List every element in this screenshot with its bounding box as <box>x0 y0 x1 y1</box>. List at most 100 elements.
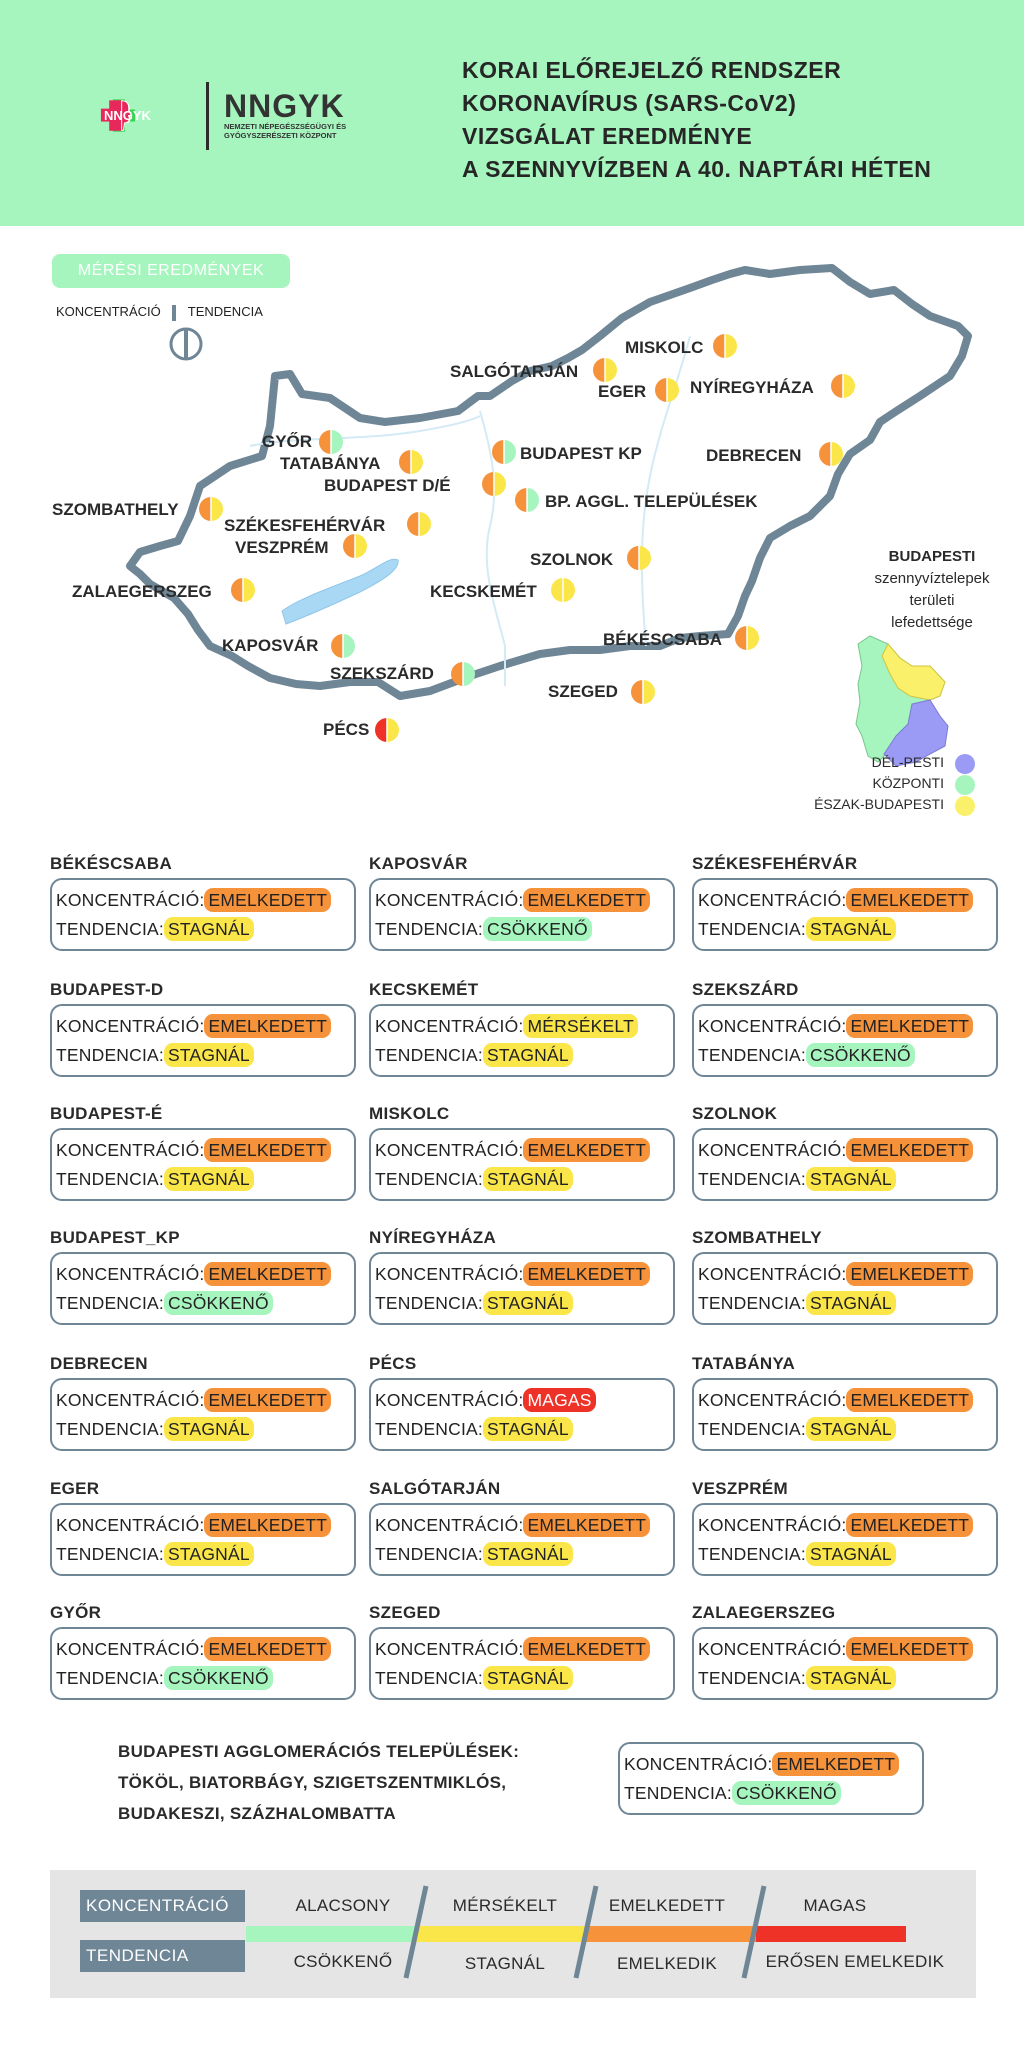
city-result-card: SALGÓTARJÁN KONCENTRÁCIÓ: EMELKEDETT TENDEN… <box>369 1479 675 1576</box>
title-line: KORONAVÍRUS (SARS-CoV2) <box>462 90 797 116</box>
city-marker <box>712 333 738 364</box>
trend-label: TENDENCIA: <box>375 1544 483 1564</box>
trend-label: TENDENCIA: <box>56 1045 164 1065</box>
trend-line: TENDENCIA: STAGNÁL <box>375 1416 669 1445</box>
city-label: TATABÁNYA <box>280 454 381 473</box>
agg-line: BUDAKESZI, SZÁZHALOMBATTA <box>118 1804 396 1823</box>
concentration-pill: EMELKEDETT <box>204 888 332 912</box>
trend-label: TENDENCIA: <box>698 1668 806 1688</box>
card-box: KONCENTRÁCIÓ: EMELKEDETT TENDENCIA: STAGNÁL <box>50 1503 356 1576</box>
color-scale-bar <box>246 1926 906 1942</box>
concentration-pill: EMELKEDETT <box>846 1513 974 1537</box>
concentration-line: KONCENTRÁCIÓ: EMELKEDETT <box>698 1636 992 1665</box>
city-result-card: EGER KONCENTRÁCIÓ: EMELKEDETT TENDENCIA: STA… <box>50 1479 356 1576</box>
concentration-pill: EMELKEDETT <box>204 1138 332 1162</box>
card-title: BUDAPEST-É <box>50 1104 163 1123</box>
budapest-coverage-legend: BUDAPESTI szennyvíztelepek területi lefe… <box>872 546 992 634</box>
card-title: SALGÓTARJÁN <box>369 1479 501 1498</box>
trend-line: TENDENCIA: STAGNÁL <box>375 1042 669 1071</box>
trend-line: TENDENCIA: STAGNÁL <box>56 1042 350 1071</box>
concentration-pill: MAGAS <box>523 1388 596 1412</box>
legend-concentration: KONCENTRÁCIÓ <box>56 304 161 319</box>
city-result-card: BUDAPEST-D KONCENTRÁCIÓ: EMELKEDETT TENDENC… <box>50 980 356 1077</box>
city-label: NYÍREGYHÁZA <box>690 378 814 397</box>
concentration-pill: EMELKEDETT <box>204 1014 332 1038</box>
bp-key-eszak-budapesti: ÉSZAK-BUDAPESTI <box>814 796 944 812</box>
legend-trend-label: TENDENCIA <box>80 1940 245 1972</box>
card-title: SZÉKESFEHÉRVÁR <box>692 854 858 873</box>
trend-pill: STAGNÁL <box>805 1167 896 1191</box>
city-marker <box>318 429 344 460</box>
concentration-label: KONCENTRÁCIÓ: <box>56 1264 205 1284</box>
concentration-label: KONCENTRÁCIÓ: <box>56 1515 205 1535</box>
half-circle-marker <box>655 378 679 402</box>
card-title: KAPOSVÁR <box>369 854 468 873</box>
scale-segment <box>586 1926 756 1942</box>
concentration-label: KONCENTRÁCIÓ: <box>698 1140 847 1160</box>
trend-label: TENDENCIA: <box>56 1419 164 1439</box>
trend-pill: STAGNÁL <box>805 917 896 941</box>
city-label: BP. AGGL. TELEPÜLÉSEK <box>545 492 758 511</box>
city-result-card: SZÉKESFEHÉRVÁR KONCENTRÁCIÓ: EMELKEDETT TEN… <box>692 854 998 951</box>
trend-line: TENDENCIA: CSÖKKENŐ <box>375 916 669 945</box>
concentration-line: KONCENTRÁCIÓ: EMELKEDETT <box>698 1261 992 1290</box>
concentration-line: KONCENTRÁCIÓ: EMELKEDETT <box>375 1261 669 1290</box>
card-title: DEBRECEN <box>50 1354 148 1373</box>
half-circle-marker <box>407 512 431 536</box>
city-label: VESZPRÉM <box>235 538 329 557</box>
concentration-line: KONCENTRÁCIÓ: EMELKEDETT <box>56 1261 350 1290</box>
city-result-card: KAPOSVÁR KONCENTRÁCIÓ: EMELKEDETT TENDENCIA… <box>369 854 675 951</box>
trend-label: TENDENCIA: <box>375 1668 483 1688</box>
trend-pill: STAGNÁL <box>482 1542 573 1566</box>
concentration-pill: EMELKEDETT <box>204 1637 332 1661</box>
bp-key-dot <box>955 796 975 816</box>
city-label: PÉCS <box>323 720 370 739</box>
trend-line: TENDENCIA: STAGNÁL <box>375 1665 669 1694</box>
trend-level-label: ERŐSEN EMELKEDIK <box>765 1952 945 1971</box>
card-title: BUDAPEST_KP <box>50 1228 180 1247</box>
card-title: KECSKEMÉT <box>369 980 479 999</box>
logo-divider <box>206 82 209 150</box>
trend-pill: STAGNÁL <box>163 1417 254 1441</box>
card-box: KONCENTRÁCIÓ: EMELKEDETT TENDENCIA: STAGNÁL <box>50 1378 356 1451</box>
card-title: PÉCS <box>369 1354 417 1373</box>
card-box: KONCENTRÁCIÓ: EMELKEDETT TENDENCIA: STAGNÁL <box>369 1503 675 1576</box>
trend-line: TENDENCIA: STAGNÁL <box>698 1416 992 1445</box>
concentration-line: KONCENTRÁCIÓ: EMELKEDETT <box>56 1512 350 1541</box>
concentration-line: KONCENTRÁCIÓ: EMELKEDETT <box>698 887 992 916</box>
trend-line: TENDENCIA: STAGNÁL <box>698 916 992 945</box>
city-result-card: SZOLNOK KONCENTRÁCIÓ: EMELKEDETT TENDENCIA:… <box>692 1104 998 1201</box>
city-marker <box>630 679 656 710</box>
concentration-label: KONCENTRÁCIÓ: <box>375 1016 524 1036</box>
concentration-line: KONCENTRÁCIÓ: EMELKEDETT <box>375 1137 669 1166</box>
concentration-line: KONCENTRÁCIÓ: EMELKEDETT <box>698 1013 992 1042</box>
card-box: KONCENTRÁCIÓ: EMELKEDETT TENDENCIA: STAGNÁL <box>692 1627 998 1700</box>
city-result-card: BUDAPEST-É KONCENTRÁCIÓ: EMELKEDETT TENDENC… <box>50 1104 356 1201</box>
half-circle-marker <box>713 334 737 358</box>
city-label: SZEKSZÁRD <box>330 664 434 683</box>
bp-legend-line: lefedettsége <box>891 614 973 631</box>
header: NNGYK NNGYK NEMZETI NÉPEGÉSZSÉGÜGYI ÉS G… <box>0 0 1024 226</box>
concentration-line: KONCENTRÁCIÓ: EMELKEDETT <box>56 1137 350 1166</box>
city-result-card: VESZPRÉM KONCENTRÁCIÓ: EMELKEDETT TENDENCIA… <box>692 1479 998 1576</box>
trend-line: TENDENCIA: STAGNÁL <box>698 1541 992 1570</box>
trend-label: TENDENCIA: <box>624 1783 732 1803</box>
trend-line: TENDENCIA: STAGNÁL <box>698 1665 992 1694</box>
concentration-label: KONCENTRÁCIÓ: <box>375 890 524 910</box>
logo-title: NNGYK <box>224 88 345 124</box>
trend-line: TENDENCIA: CSÖKKENŐ <box>56 1290 350 1319</box>
half-circle-marker <box>451 662 475 686</box>
city-label: BUDAPEST KP <box>520 444 642 463</box>
trend-pill: STAGNÁL <box>482 1666 573 1690</box>
trend-pill: STAGNÁL <box>805 1666 896 1690</box>
half-circle-marker <box>735 626 759 650</box>
concentration-pill: EMELKEDETT <box>204 1513 332 1537</box>
city-marker <box>734 625 760 656</box>
concentration-label: KONCENTRÁCIÓ: <box>56 1016 205 1036</box>
city-label: GYŐR <box>262 432 313 451</box>
bp-key-dot <box>955 754 975 774</box>
concentration-pill: EMELKEDETT <box>204 1262 332 1286</box>
legend-circle-icon <box>169 327 203 361</box>
concentration-label: KONCENTRÁCIÓ: <box>698 1639 847 1659</box>
trend-pill: CSÖKKENŐ <box>163 1666 273 1690</box>
